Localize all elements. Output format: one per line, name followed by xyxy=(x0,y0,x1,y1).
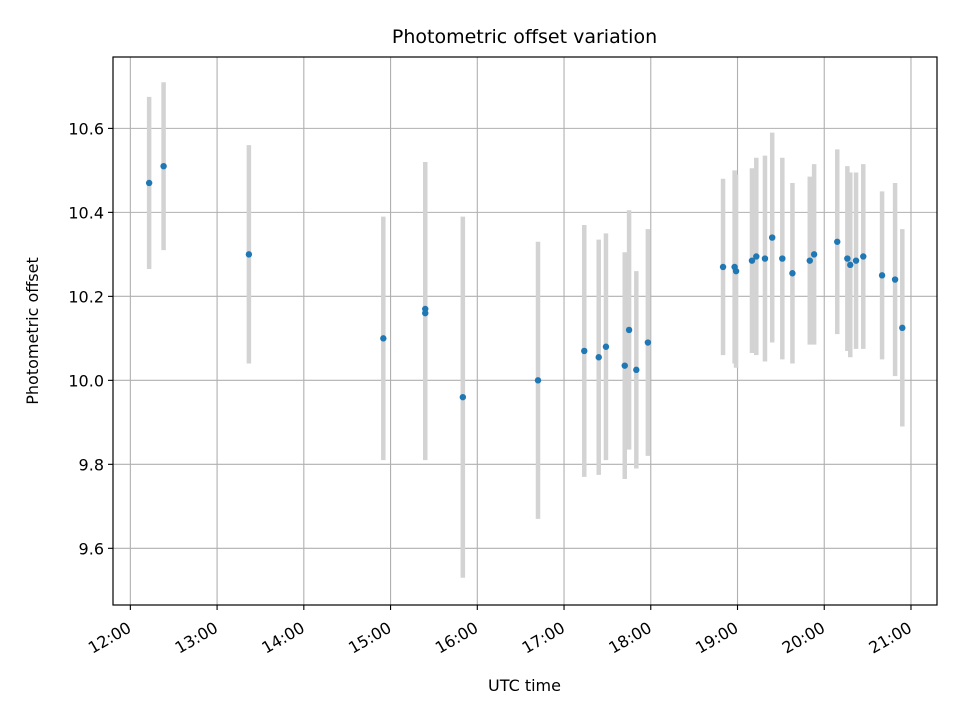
data-point xyxy=(891,276,899,283)
data-point xyxy=(810,251,818,258)
data-point xyxy=(847,261,854,269)
x-tick-label: 20:00 xyxy=(779,618,828,658)
data-point xyxy=(878,272,886,279)
x-tick-label: 14:00 xyxy=(258,618,307,658)
data-point xyxy=(633,366,640,374)
x-tick-label: 16:00 xyxy=(432,618,481,658)
data-points xyxy=(145,162,906,401)
data-point xyxy=(769,234,776,241)
x-tick-label: 17:00 xyxy=(519,618,568,658)
plot-frame xyxy=(112,56,938,606)
data-point xyxy=(748,257,756,264)
chart-title: Photometric offset variation xyxy=(392,26,657,48)
y-tick-label: 10.0 xyxy=(68,371,104,390)
x-tick-label: 13:00 xyxy=(172,618,221,658)
data-point xyxy=(732,267,740,275)
data-point xyxy=(581,347,588,355)
data-point xyxy=(761,255,769,262)
x-tick-label: 12:00 xyxy=(85,618,134,658)
data-point xyxy=(899,324,906,332)
x-tick-label: 15:00 xyxy=(345,618,394,658)
y-tick-label: 10.2 xyxy=(68,287,104,306)
data-point xyxy=(534,377,542,384)
y-axis-ticks: 9.6 9.8 10.0 10.2 10.4 10.6 xyxy=(68,119,113,558)
data-point xyxy=(621,362,628,369)
data-point xyxy=(852,257,860,264)
data-point xyxy=(145,179,153,187)
data-point xyxy=(860,253,867,260)
data-point xyxy=(834,238,841,245)
data-point xyxy=(753,253,760,260)
data-point xyxy=(459,393,467,401)
y-tick-label: 10.4 xyxy=(68,203,104,222)
data-point xyxy=(245,251,253,258)
y-axis-label: Photometric offset xyxy=(23,257,42,405)
y-tick-label: 10.6 xyxy=(68,119,104,138)
data-point xyxy=(422,305,429,313)
error-bars xyxy=(146,82,905,578)
data-point xyxy=(595,354,602,361)
data-point xyxy=(380,335,387,342)
y-tick-label: 9.6 xyxy=(79,539,104,558)
data-point xyxy=(625,326,633,334)
x-tick-label: 21:00 xyxy=(866,618,915,658)
data-point xyxy=(779,255,786,262)
x-axis-ticks: 12:00 13:00 14:00 15:00 16:00 17:00 18:00 19:00… xyxy=(85,605,915,658)
data-point xyxy=(806,257,813,264)
data-point xyxy=(644,339,652,346)
data-point xyxy=(719,263,727,271)
data-point xyxy=(789,270,796,277)
data-point xyxy=(160,162,167,170)
x-tick-label: 18:00 xyxy=(605,618,654,658)
x-tick-label: 19:00 xyxy=(692,618,741,658)
grid-lines xyxy=(113,57,937,605)
data-point xyxy=(602,343,610,350)
data-point xyxy=(844,255,851,262)
y-tick-label: 9.8 xyxy=(79,455,104,474)
x-axis-label: UTC time xyxy=(488,676,561,695)
